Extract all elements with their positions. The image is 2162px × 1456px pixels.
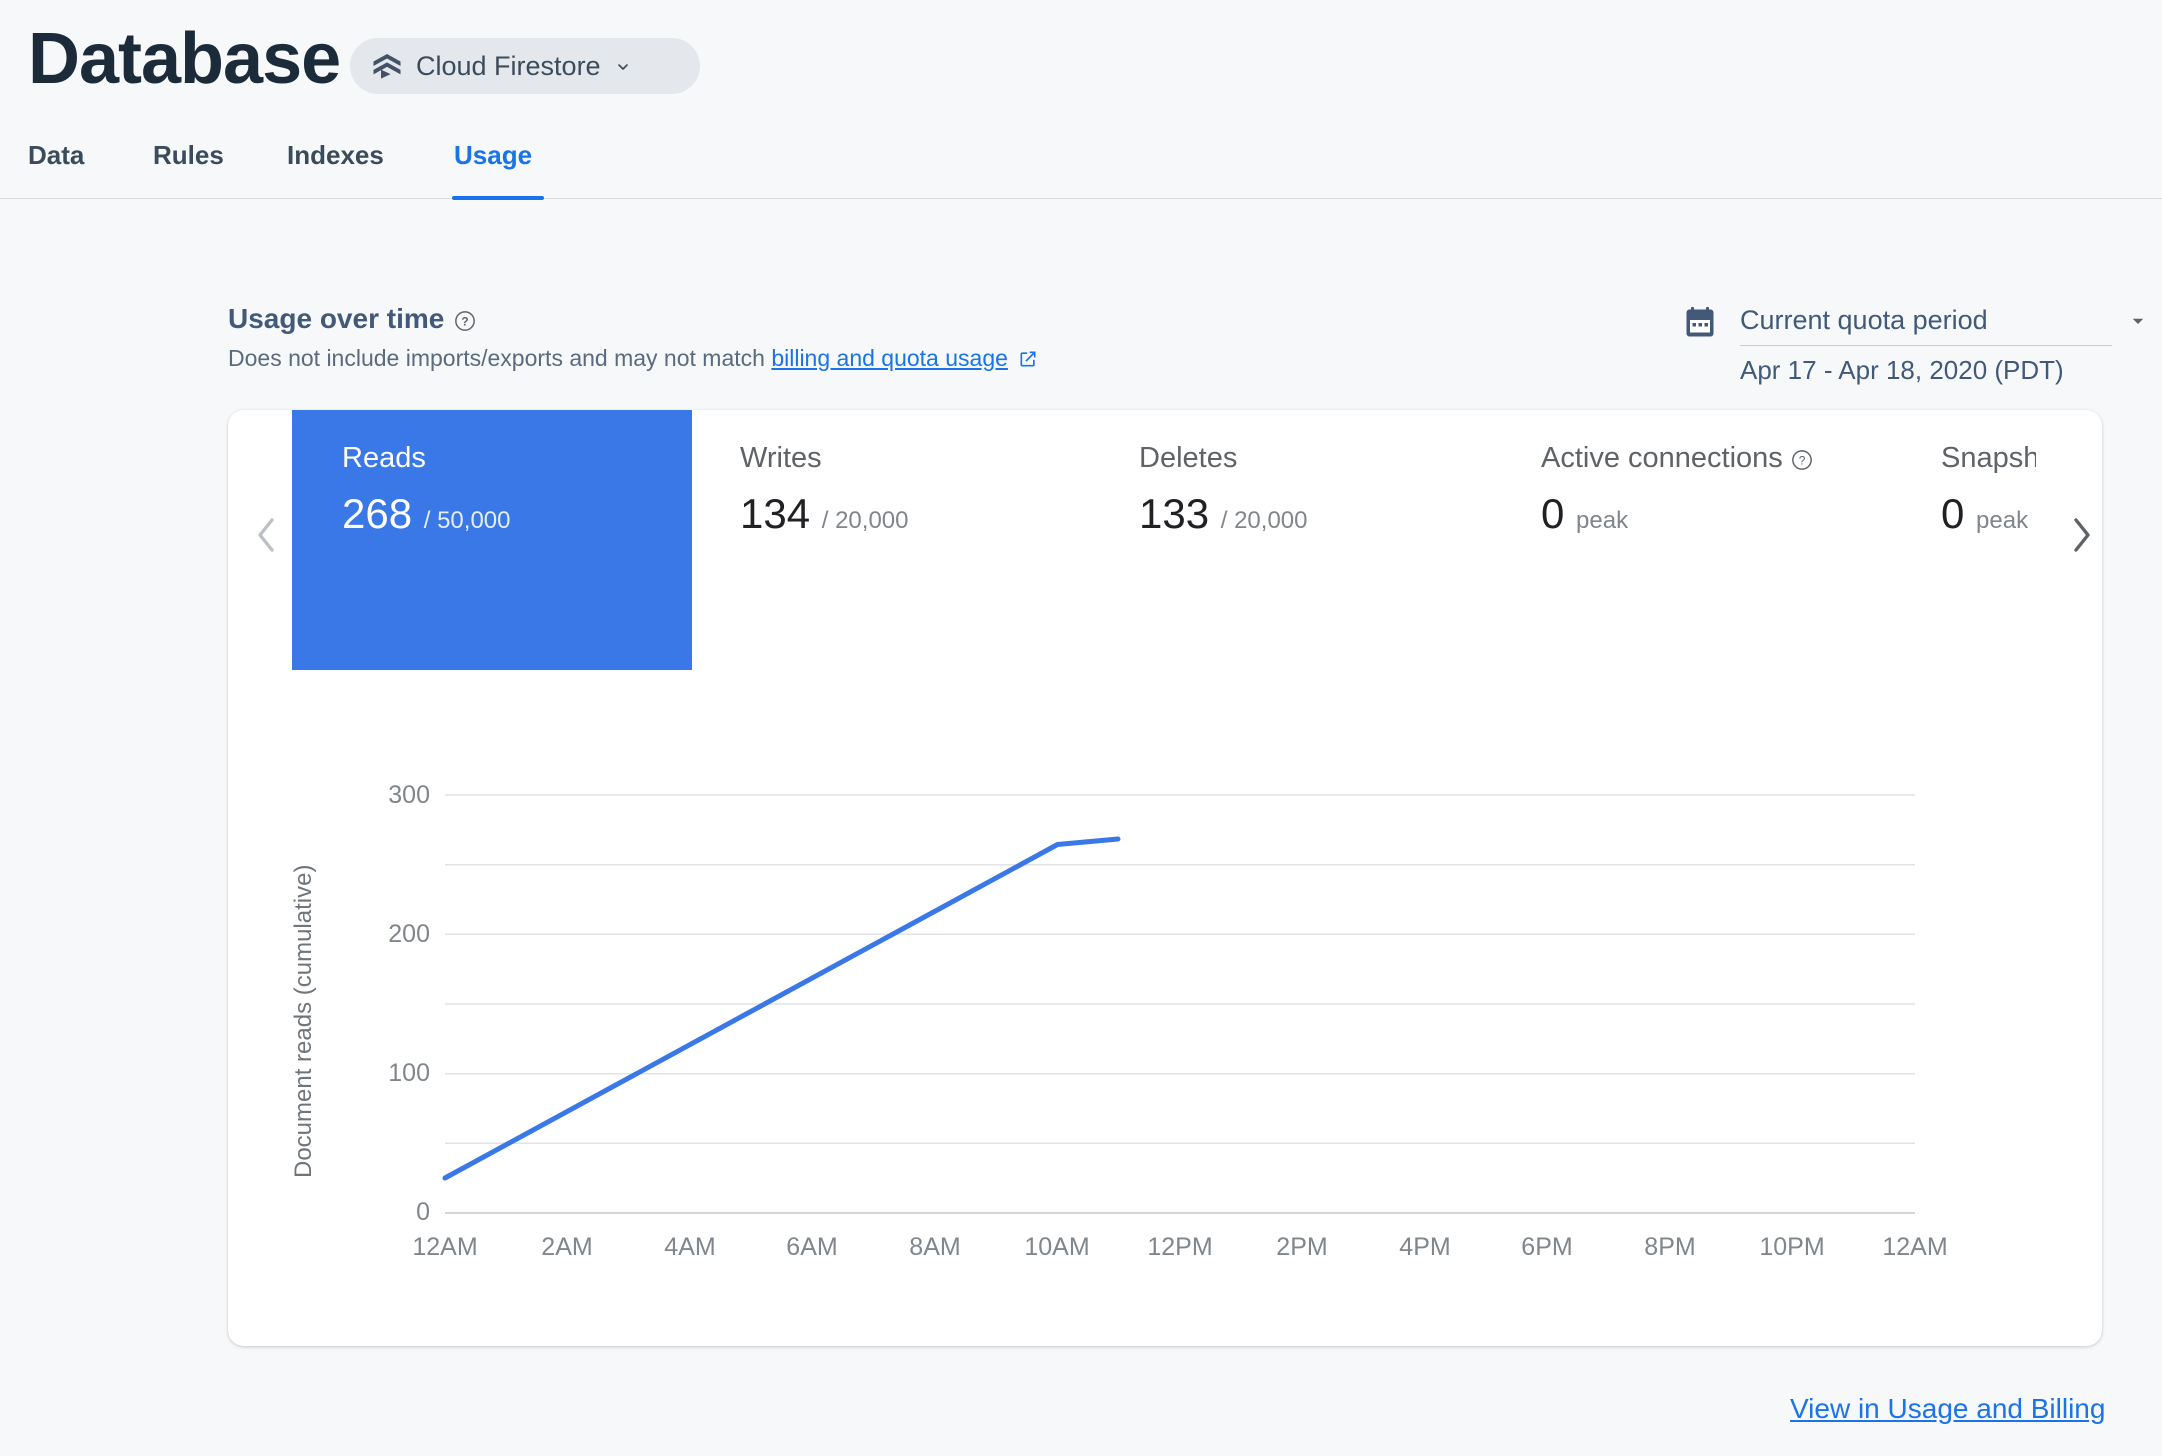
- svg-text:2AM: 2AM: [541, 1233, 592, 1261]
- svg-text:10PM: 10PM: [1759, 1233, 1824, 1261]
- svg-text:300: 300: [388, 781, 430, 809]
- svg-text:200: 200: [388, 920, 430, 948]
- svg-text:4AM: 4AM: [664, 1233, 715, 1261]
- svg-text:12AM: 12AM: [1882, 1233, 1947, 1261]
- svg-text:?: ?: [1799, 453, 1806, 467]
- svg-text:10AM: 10AM: [1024, 1233, 1089, 1261]
- svg-text:100: 100: [388, 1059, 430, 1087]
- svg-text:6AM: 6AM: [786, 1233, 837, 1261]
- svg-text:8PM: 8PM: [1644, 1233, 1695, 1261]
- svg-text:12AM: 12AM: [412, 1233, 477, 1261]
- svg-text:0: 0: [416, 1198, 430, 1226]
- svg-text:8AM: 8AM: [909, 1233, 960, 1261]
- svg-text:?: ?: [462, 314, 469, 328]
- svg-text:4PM: 4PM: [1399, 1233, 1450, 1261]
- svg-text:6PM: 6PM: [1521, 1233, 1572, 1261]
- svg-text:2PM: 2PM: [1276, 1233, 1327, 1261]
- svg-text:12PM: 12PM: [1147, 1233, 1212, 1261]
